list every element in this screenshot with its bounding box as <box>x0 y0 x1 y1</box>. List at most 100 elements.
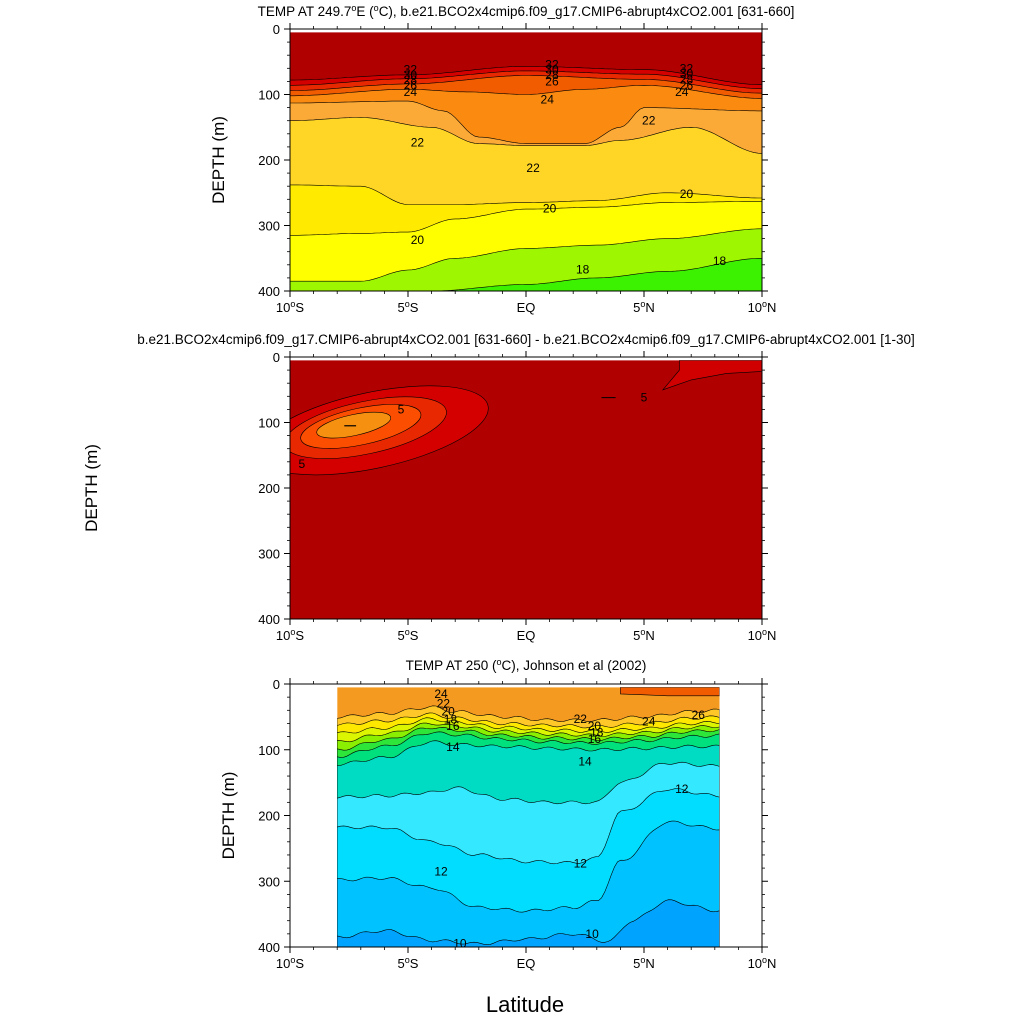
x-tick-hemisphere: N <box>645 956 654 971</box>
y-tick-label: 100 <box>258 743 280 758</box>
x-tick-number: EQ <box>517 628 536 643</box>
x-tick-label: 10oN <box>748 299 777 315</box>
y-tick-label: 300 <box>258 874 280 889</box>
x-tick-label: 10oN <box>748 627 777 643</box>
panel-title: b.e21.BCO2x4cmip6.f09_g17.CMIP6-abrupt4x… <box>137 332 914 347</box>
contour-label: 16 <box>446 719 460 733</box>
x-tick-number: 5 <box>633 300 640 315</box>
panel-title: TEMP AT 250 (oC), Johnson et al (2002) <box>406 657 647 673</box>
x-tick-number: 5 <box>398 628 405 643</box>
contour-label: 24 <box>404 85 418 99</box>
contour-label: 18 <box>444 713 458 727</box>
contour-label: 22 <box>526 161 540 175</box>
x-tick-hemisphere: S <box>295 628 304 643</box>
contour-label: 12 <box>434 864 448 878</box>
degree-symbol: o <box>290 299 295 309</box>
contour-label: 20 <box>680 187 694 201</box>
y-tick-label: 300 <box>258 547 280 562</box>
contour-label: 26 <box>680 78 694 92</box>
x-tick-hemisphere: N <box>645 628 654 643</box>
contour-label: 32 <box>404 63 418 77</box>
contour-label: 22 <box>411 135 425 149</box>
contour-label: 14 <box>446 740 460 754</box>
plot-area: 5 5 5 <box>290 360 762 619</box>
x-tick-label: 10oN <box>748 955 777 971</box>
y-tick-label: 400 <box>258 940 280 955</box>
contour-label: 26 <box>404 78 418 92</box>
anomaly-contour-3 <box>316 411 392 439</box>
degree-symbol: o <box>405 299 410 309</box>
x-tick-hemisphere: N <box>767 628 776 643</box>
contour-label: 20 <box>543 201 557 215</box>
contour-label: 10 <box>453 937 467 951</box>
y-tick-label: 100 <box>258 416 280 431</box>
contour-label: 5 <box>398 402 405 416</box>
x-tick-label: 10oS <box>276 627 304 643</box>
degree-symbol: o <box>640 955 645 965</box>
title-text: b.e21.BCO2x4cmip6.f09_g17.CMIP6-abrupt4x… <box>137 332 914 347</box>
middle-panel-y-axis-label: DEPTH (m) <box>82 444 101 532</box>
x-tick-number: 10 <box>276 300 290 315</box>
x-tick-number: 5 <box>633 956 640 971</box>
y-tick-label: 300 <box>258 219 280 234</box>
contour-band-9 <box>337 820 720 947</box>
contour-label: 16 <box>588 732 602 746</box>
degree-symbol: o <box>762 627 767 637</box>
ne-contour-region <box>661 360 762 391</box>
contour-label: 5 <box>641 391 648 405</box>
x-tick-number: 10 <box>748 300 762 315</box>
contour-band-10 <box>337 899 720 947</box>
contour-label: 22 <box>642 114 656 128</box>
x-tick-number: 5 <box>633 628 640 643</box>
y-axis-label: DEPTH (m) <box>219 772 238 860</box>
x-tick-number: 10 <box>276 956 290 971</box>
contour-label: 28 <box>680 72 694 86</box>
x-tick-number: 10 <box>748 628 762 643</box>
title-text: C), Johnson et al (2002) <box>501 658 646 673</box>
degree-symbol: o <box>762 299 767 309</box>
contour-label: 14 <box>578 755 592 769</box>
y-tick-label: 100 <box>258 88 280 103</box>
contour-label: 24 <box>434 687 448 701</box>
x-tick-label: 10oS <box>276 955 304 971</box>
x-tick-label: EQ <box>517 300 536 315</box>
x-tick-label: 5oN <box>633 299 655 315</box>
degree-symbol: o <box>405 627 410 637</box>
x-tick-number: 10 <box>748 956 762 971</box>
x-tick-label: 10oS <box>276 299 304 315</box>
degree-symbol: o <box>640 299 645 309</box>
contour-band-9 <box>407 258 762 292</box>
contour-label: 32 <box>680 61 694 75</box>
contour-label: 24 <box>541 93 555 107</box>
x-tick-label: 5oS <box>398 627 419 643</box>
contour-label: 10 <box>585 927 599 941</box>
x-tick-hemisphere: S <box>295 300 304 315</box>
x-tick-number: 5 <box>398 300 405 315</box>
x-tick-hemisphere: S <box>410 628 419 643</box>
plot-area: 3230282624323028262432302826242222222020… <box>290 32 762 292</box>
y-tick-label: 200 <box>258 809 280 824</box>
contour-label: 12 <box>574 856 588 870</box>
x-tick-label: 5oS <box>398 299 419 315</box>
degree-symbol: o <box>640 627 645 637</box>
y-axis-label: DEPTH (m) <box>209 116 228 204</box>
contour-label: 24 <box>642 714 656 728</box>
contour-label: 32 <box>545 57 559 71</box>
y-tick-label: 400 <box>258 612 280 627</box>
x-tick-hemisphere: S <box>295 956 304 971</box>
contour-label: 22 <box>574 712 588 726</box>
x-tick-label: EQ <box>517 628 536 643</box>
x-tick-number: EQ <box>517 956 536 971</box>
title-text: TEMP AT 249.7 <box>258 4 352 19</box>
contour-label: 28 <box>404 73 418 87</box>
contour-label: 24 <box>675 85 689 99</box>
contour-label: 20 <box>588 719 602 733</box>
x-tick-label: 5oN <box>633 955 655 971</box>
title-degree-symbol: o <box>374 3 379 13</box>
degree-symbol: o <box>290 627 295 637</box>
x-tick-number: EQ <box>517 300 536 315</box>
title-text: E ( <box>356 4 374 19</box>
